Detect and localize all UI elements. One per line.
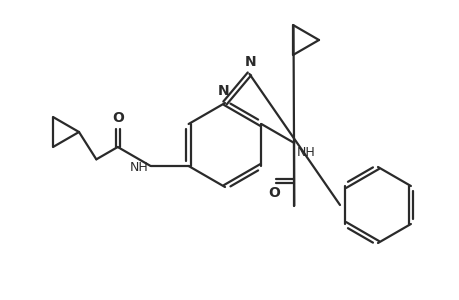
Text: O: O — [112, 111, 123, 125]
Text: N: N — [218, 84, 230, 98]
Text: NH: NH — [129, 160, 148, 173]
Text: N: N — [244, 55, 256, 69]
Text: O: O — [268, 186, 280, 200]
Text: NH: NH — [296, 146, 314, 159]
